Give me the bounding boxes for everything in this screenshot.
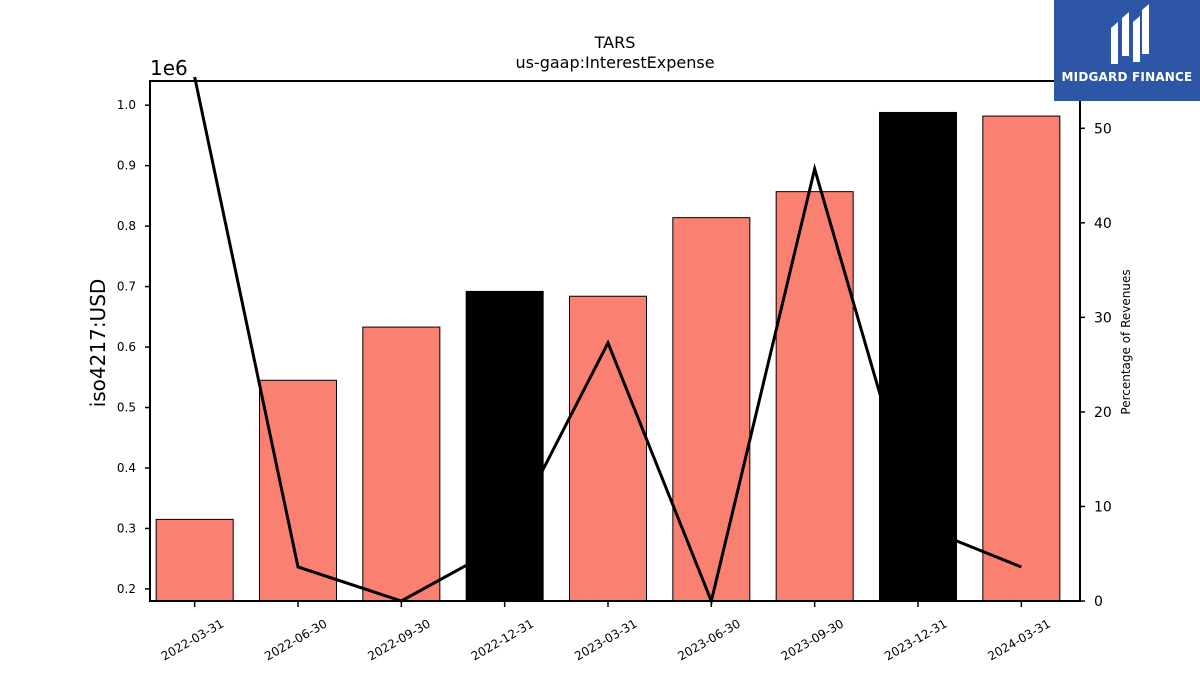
y-tick-label: 0.2 xyxy=(117,582,136,596)
y-tick-label: 0.9 xyxy=(117,159,136,173)
y-tick-label: 0.8 xyxy=(117,219,136,233)
y2-tick-label: 30 xyxy=(1094,310,1112,326)
y-tick-label: 0.7 xyxy=(117,280,136,294)
bar-2024-03-31 xyxy=(982,115,1061,602)
y2-tick-label: 20 xyxy=(1094,405,1112,421)
x-tick-label: 2023-12-31 xyxy=(882,616,949,663)
bar-2023-06-30 xyxy=(672,217,751,602)
plot-frame xyxy=(149,80,1081,602)
x-tick-label: 2022-03-31 xyxy=(159,616,226,663)
y-tick-label: 0.4 xyxy=(117,461,136,475)
y-axis-label: iso4217:USD xyxy=(86,279,110,408)
x-tick-label: 2023-06-30 xyxy=(675,616,742,663)
y-axis-ticks: 0.2 0.3 0.4 0.5 0.6 0.7 0.8 0.9 1.0 xyxy=(117,98,150,596)
chart-title: TARS xyxy=(594,33,636,52)
x-tick-label: 2022-12-31 xyxy=(469,616,536,663)
logo-mark-icon xyxy=(1111,4,1149,64)
x-tick-label: 2023-03-31 xyxy=(572,616,639,663)
revenue-percentage-line xyxy=(193,76,1022,606)
y2-tick-label: 10 xyxy=(1094,499,1112,515)
bars-group xyxy=(155,111,1061,602)
y-offset-label: 1e6 xyxy=(150,56,188,80)
chart-subtitle: us-gaap:InterestExpense xyxy=(515,53,714,72)
bar-2022-12-31 xyxy=(465,290,544,602)
bar-2023-12-31 xyxy=(879,111,957,602)
x-tick-label: 2022-09-30 xyxy=(365,616,432,663)
y-tick-label: 1.0 xyxy=(117,98,136,112)
y-tick-label: 0.6 xyxy=(117,340,136,354)
bar-2022-03-31 xyxy=(155,518,234,602)
midgard-finance-logo: MIDGARD FINANCE xyxy=(1054,0,1200,101)
y2-tick-label: 50 xyxy=(1094,121,1112,137)
x-axis-ticks: 2022-03-31 2022-06-30 2022-09-30 2022-12-31… xyxy=(159,601,1053,663)
x-tick-label: 2022-06-30 xyxy=(262,616,329,663)
y2-tick-label: 0 xyxy=(1094,594,1103,610)
y-tick-label: 0.5 xyxy=(117,401,136,415)
y2-tick-label: 40 xyxy=(1094,216,1112,232)
y-tick-label: 0.3 xyxy=(117,521,136,535)
logo-text: MIDGARD FINANCE xyxy=(1061,70,1193,84)
bar-2023-03-31 xyxy=(569,295,647,602)
x-tick-label: 2023-09-30 xyxy=(779,616,846,663)
y2-axis-label: Percentage of Revenues xyxy=(1119,269,1133,414)
bar-2023-09-30 xyxy=(775,191,854,602)
y2-axis-ticks: 0 10 20 30 40 50 xyxy=(1080,121,1112,610)
x-tick-label: 2024-03-31 xyxy=(985,616,1052,663)
bar-2022-09-30 xyxy=(362,326,441,602)
